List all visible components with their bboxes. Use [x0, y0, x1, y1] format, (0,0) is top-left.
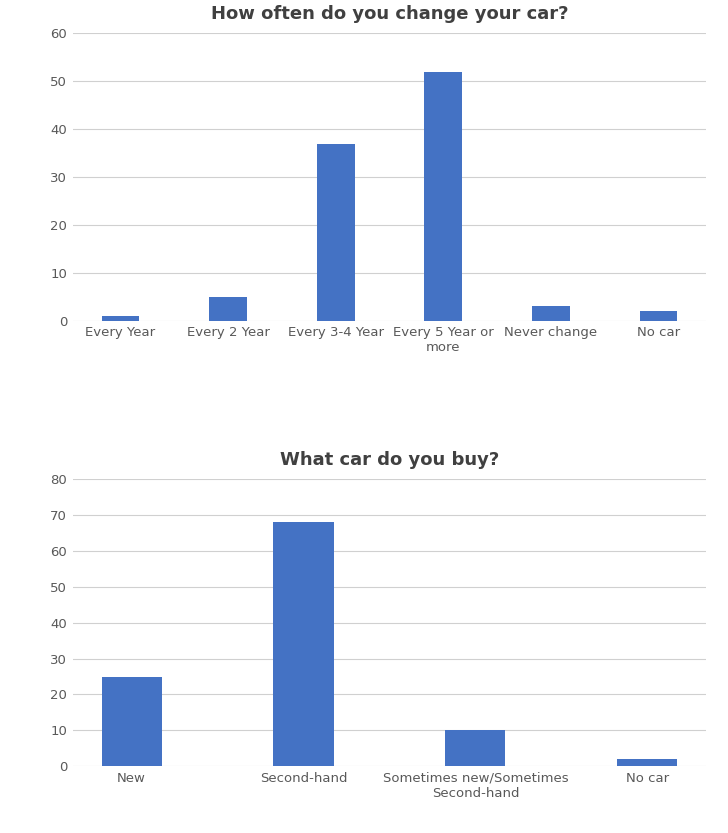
Bar: [102, 316, 139, 321]
Bar: [209, 297, 247, 321]
Bar: [317, 143, 355, 321]
Bar: [617, 759, 677, 766]
Title: How often do you change your car?: How often do you change your car?: [210, 6, 569, 23]
Bar: [446, 731, 505, 766]
Bar: [424, 72, 462, 321]
Bar: [274, 522, 333, 766]
Title: What car do you buy?: What car do you buy?: [280, 451, 499, 469]
Bar: [102, 676, 162, 766]
Bar: [532, 307, 570, 321]
Bar: [640, 312, 677, 321]
